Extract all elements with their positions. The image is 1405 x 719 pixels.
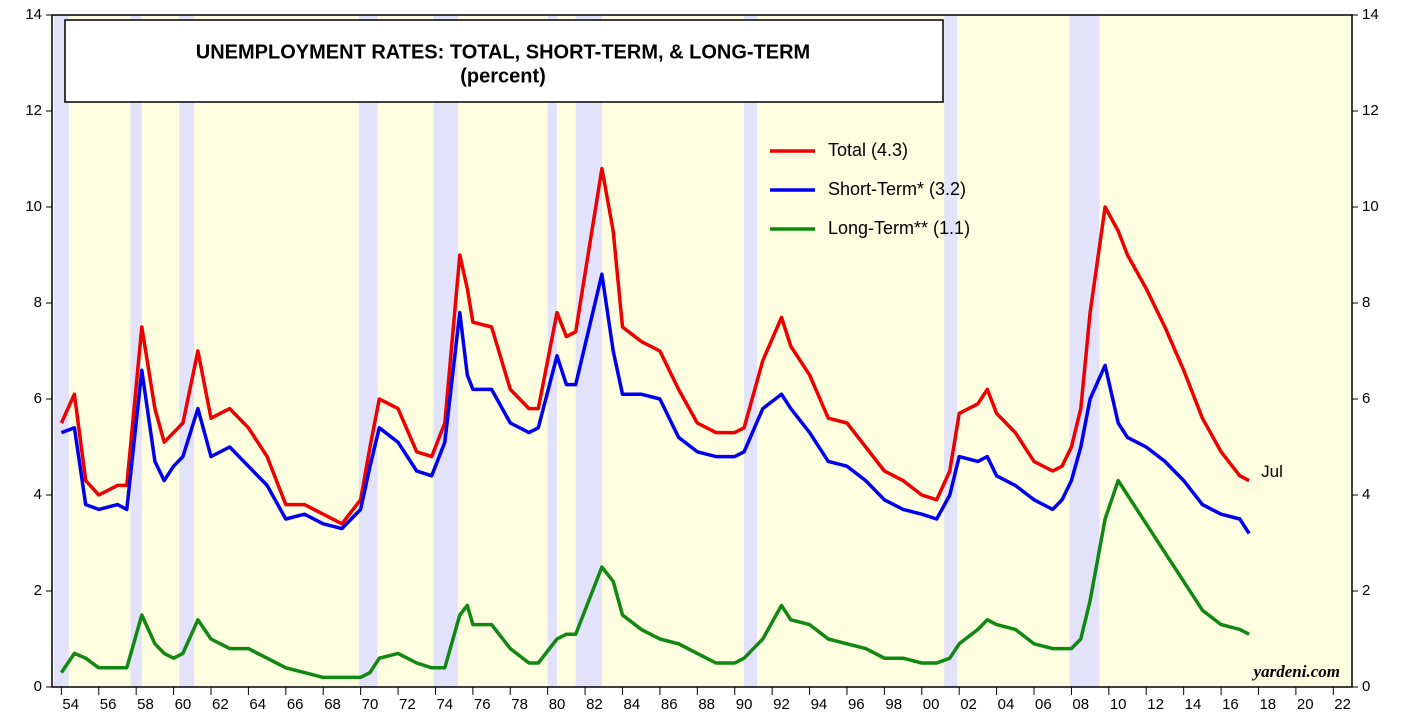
x-tick-label: 00	[923, 696, 940, 713]
x-tick-label: 70	[362, 696, 379, 713]
x-tick-label: 96	[848, 696, 865, 713]
x-tick-label: 22	[1334, 696, 1351, 713]
series-line	[59, 166, 1250, 526]
x-tick-label: 86	[661, 696, 678, 713]
chart-title: UNEMPLOYMENT RATES: TOTAL, SHORT-TERM, &…	[196, 41, 810, 63]
x-tick-label: 56	[100, 696, 117, 713]
recession-band	[1069, 15, 1100, 687]
title-box	[64, 19, 944, 103]
legend-label: Short-Term* (3.2)	[828, 179, 966, 199]
x-tick-label: 10	[1110, 696, 1127, 713]
series-line	[60, 272, 1251, 535]
legend-label: Long-Term** (1.1)	[828, 218, 970, 238]
source: yardeni.com	[1252, 662, 1340, 681]
y-tick-label: 2	[34, 582, 42, 599]
x-tick-label: 14	[1185, 696, 1202, 713]
recession-band	[358, 15, 378, 687]
y2-tick-label: 4	[1362, 486, 1370, 503]
x-tick-label: 88	[698, 696, 715, 713]
x-tick-label: 58	[137, 696, 154, 713]
x-tick-label: 72	[399, 696, 416, 713]
x-tick-label: 84	[624, 696, 641, 713]
y2-tick-label: 6	[1362, 390, 1370, 407]
y-tick-label: 12	[25, 102, 42, 119]
x-tick-label: 62	[212, 696, 229, 713]
y-tick-label: 6	[34, 390, 42, 407]
x-tick-label: 60	[175, 696, 192, 713]
end-annotation: Jul	[1261, 462, 1283, 481]
x-tick-label: 90	[736, 696, 753, 713]
y2-tick-label: 0	[1362, 678, 1370, 695]
x-tick-label: 04	[998, 696, 1015, 713]
recession-band	[944, 15, 958, 687]
x-tick-label: 16	[1222, 696, 1239, 713]
plot-background	[52, 15, 1352, 687]
y-tick-label: 10	[25, 198, 42, 215]
x-tick-label: 18	[1259, 696, 1276, 713]
recession-band	[53, 15, 69, 687]
y-tick-label: 0	[34, 678, 42, 695]
y-tick-label: 14	[25, 6, 42, 23]
series-line	[59, 478, 1250, 680]
x-tick-label: 78	[511, 696, 528, 713]
plot-frame	[51, 14, 1353, 688]
recession-band	[575, 15, 602, 687]
y2-tick-label: 12	[1362, 102, 1379, 119]
x-tick-label: 64	[249, 696, 266, 713]
recession-band	[547, 15, 558, 687]
recession-band	[179, 15, 195, 687]
y2-tick-label: 10	[1362, 198, 1379, 215]
x-tick-label: 68	[324, 696, 341, 713]
recession-band	[130, 15, 142, 687]
x-tick-label: 76	[474, 696, 491, 713]
x-tick-label: 08	[1072, 696, 1089, 713]
x-tick-label: 66	[287, 696, 304, 713]
x-tick-label: 54	[62, 696, 79, 713]
x-tick-label: 20	[1297, 696, 1314, 713]
x-tick-label: 98	[885, 696, 902, 713]
x-tick-label: 12	[1147, 696, 1164, 713]
x-tick-label: 94	[811, 696, 828, 713]
x-tick-label: 92	[773, 696, 790, 713]
x-tick-label: 06	[1035, 696, 1052, 713]
y-tick-label: 4	[34, 486, 42, 503]
x-tick-label: 02	[960, 696, 977, 713]
y2-tick-label: 8	[1362, 294, 1370, 311]
recession-band	[744, 15, 758, 687]
y2-tick-label: 14	[1362, 6, 1379, 23]
x-tick-label: 80	[549, 696, 566, 713]
legend-label: Total (4.3)	[828, 140, 908, 160]
x-tick-label: 74	[436, 696, 453, 713]
x-tick-label: 82	[586, 696, 603, 713]
chart-subtitle: (percent)	[460, 65, 546, 87]
y2-tick-label: 2	[1362, 582, 1370, 599]
y-tick-label: 8	[34, 294, 42, 311]
